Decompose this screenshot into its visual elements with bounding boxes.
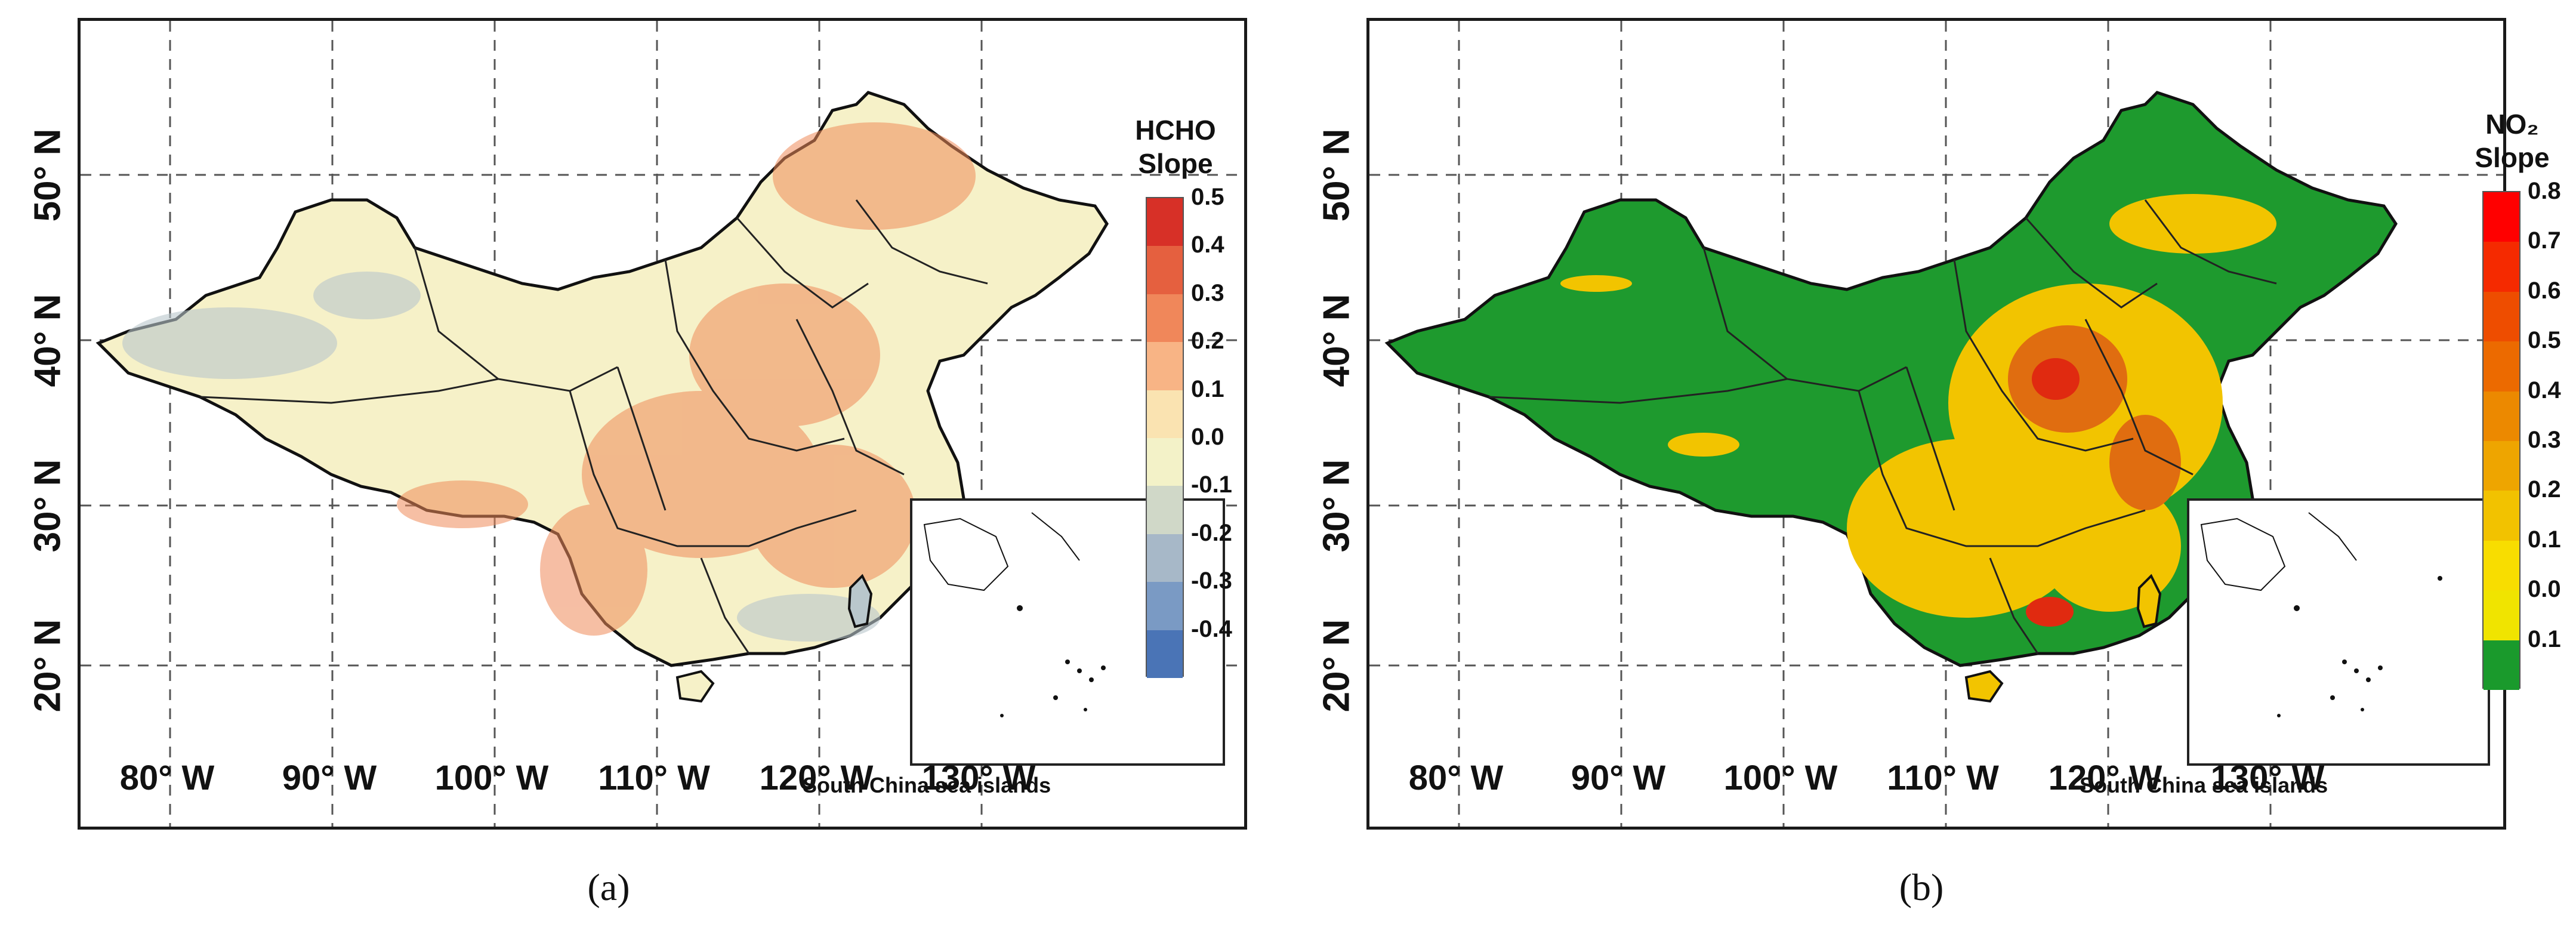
legend-tick-label-0: 0.5 <box>1191 184 1224 210</box>
legend-swatch-5 <box>2484 440 2519 491</box>
legend-swatch-8 <box>2484 590 2519 640</box>
legend-title-b: NO₂ Slope <box>2458 107 2566 174</box>
red-hotspots-b <box>2026 358 2080 627</box>
south-china-sea-inset-b <box>2187 498 2490 766</box>
legend-title-line1-a: HCHO <box>1135 115 1216 146</box>
legend-tick-label-4: 0.4 <box>2528 377 2561 403</box>
x-tick-120w-b: 120° W <box>2048 759 2162 797</box>
legend-swatch-7 <box>1147 534 1183 583</box>
y-tick-40n-b: 40° N <box>1316 294 1358 387</box>
legend-swatch-6 <box>1147 486 1183 534</box>
province-borders-a <box>199 199 988 654</box>
y-tick-30n-b: 30° N <box>1316 459 1358 553</box>
legend-tick-label-7: 0.1 <box>2528 526 2561 553</box>
x-tick-90w-a: 90° W <box>282 759 377 797</box>
x-tick-100w-a: 100° W <box>434 759 549 797</box>
legend-swatch-8 <box>1147 582 1183 630</box>
x-tick-130w-a: 130° W <box>921 759 1036 797</box>
legend-tick-label-4: 0.1 <box>1191 375 1224 402</box>
map-frame-b: South China sea islands <box>1366 18 2506 830</box>
y-tick-40n-a: 40° N <box>27 294 69 387</box>
caption-b: (b) <box>1899 866 1944 908</box>
legend-tick-label-3: 0.2 <box>1191 328 1224 355</box>
legend-title-line1-b: NO₂ <box>2485 109 2539 140</box>
hainan-island-a <box>675 670 715 703</box>
y-tick-20n-a: 20° N <box>27 619 69 713</box>
legend-tick-label-2: 0.6 <box>2528 277 2561 304</box>
x-tick-110w-b: 110° W <box>1887 759 1999 797</box>
province-borders-b <box>1488 199 2277 654</box>
legend-swatch-1 <box>2484 242 2519 292</box>
legend-swatch-2 <box>1147 294 1183 343</box>
legend-swatch-9 <box>2484 640 2519 690</box>
y-tick-50n-a: 50° N <box>27 128 69 222</box>
legend-swatch-6 <box>2484 491 2519 541</box>
y-tick-50n-b: 50° N <box>1316 128 1358 222</box>
legend-title-line2-b: Slope <box>2475 142 2550 173</box>
x-tick-80w-a: 80° W <box>119 759 215 797</box>
legend-tick-label-7: -0.2 <box>1191 519 1232 546</box>
legend-tick-label-8: 0.0 <box>2528 576 2561 603</box>
y-tick-30n-a: 30° N <box>27 459 69 553</box>
legend-tick-label-2: 0.3 <box>1191 279 1224 306</box>
legend-tick-label-9: -0.4 <box>1191 615 1232 642</box>
legend-swatch-3 <box>1147 342 1183 390</box>
legend-colorbar-b <box>2482 191 2521 690</box>
legend-tick-label-0: 0.8 <box>2528 178 2561 204</box>
inset-caption-a: South China sea islands <box>803 773 1051 797</box>
legend-colorbar-a <box>1146 197 1184 678</box>
x-tick-110w-a: 110° W <box>598 759 710 797</box>
legend-title-a: HCHO Slope <box>1122 113 1229 180</box>
legend-tick-label-8: -0.3 <box>1191 568 1232 594</box>
x-tick-100w-b: 100° W <box>1723 759 1838 797</box>
y-tick-20n-b: 20° N <box>1316 619 1358 713</box>
map-svg-b <box>1369 21 2503 827</box>
legend-tick-label-3: 0.5 <box>2528 327 2561 354</box>
legend-tick-label-9: 0.1 <box>2528 625 2561 652</box>
x-tick-130w-b: 130° W <box>2210 759 2325 797</box>
x-tick-90w-b: 90° W <box>1571 759 1666 797</box>
legend-tick-label-6: 0.2 <box>2528 476 2561 503</box>
legend-swatch-1 <box>1147 246 1183 294</box>
taiwan-island-b <box>2136 574 2162 628</box>
legend-tick-label-6: -0.1 <box>1191 471 1232 498</box>
legend-swatch-4 <box>1147 390 1183 438</box>
x-tick-80w-b: 80° W <box>1408 759 1504 797</box>
map-svg-a <box>81 21 1244 827</box>
legend-swatch-7 <box>2484 540 2519 591</box>
map-frame-a: South China sea islands <box>78 18 1247 830</box>
caption-a: (a) <box>587 866 630 908</box>
cool-areas-a <box>122 272 880 642</box>
legend-swatch-9 <box>1147 630 1183 678</box>
legend-tick-label-5: 0.0 <box>1191 424 1224 450</box>
inset-caption-b: South China sea islands <box>2080 773 2328 797</box>
legend-title-line2-a: Slope <box>1138 148 1213 179</box>
legend-swatch-3 <box>2484 341 2519 392</box>
legend-tick-label-1: 0.7 <box>2528 227 2561 254</box>
legend-tick-label-5: 0.3 <box>2528 427 2561 453</box>
legend-swatch-0 <box>1147 198 1183 246</box>
hotspots-a <box>397 122 976 636</box>
hainan-island-b <box>1964 670 2004 703</box>
legend-swatch-4 <box>2484 391 2519 441</box>
x-tick-120w-a: 120° W <box>759 759 874 797</box>
legend-swatch-5 <box>1147 437 1183 486</box>
legend-swatch-0 <box>2484 192 2519 242</box>
legend-swatch-2 <box>2484 291 2519 342</box>
inset-map-b <box>2200 512 2442 717</box>
legend-tick-label-1: 0.4 <box>1191 232 1224 258</box>
taiwan-island-a <box>847 574 873 628</box>
